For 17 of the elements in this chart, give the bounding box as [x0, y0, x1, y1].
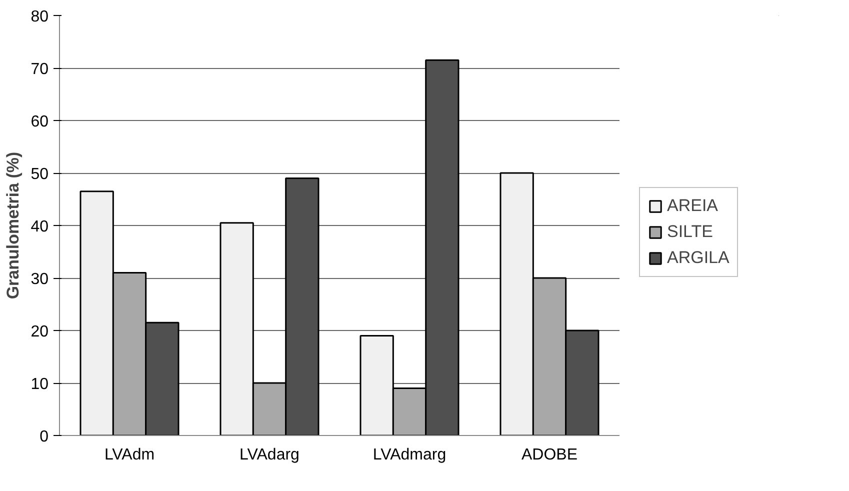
x-tick-label: LVAdm [104, 446, 155, 464]
y-axis-title: Granulometria (%) [4, 152, 23, 300]
y-tick-label: 40 [30, 218, 49, 236]
y-tick-label: 10 [30, 376, 49, 393]
legend-label: SILTE [667, 222, 713, 242]
x-tick-label: ADOBE [521, 446, 578, 464]
y-tick-label: 20 [30, 324, 49, 340]
legend-label: ARGILA [667, 248, 730, 268]
x-tick-label: LVAdmarg [372, 446, 446, 464]
y-tick-label: 70 [30, 61, 49, 78]
y-tick-label: 80 [30, 8, 49, 26]
y-tick-label: 0 [40, 428, 49, 446]
y-tick-label: 30 [30, 271, 49, 288]
legend-label: AREIA [667, 196, 718, 216]
y-tick-label: 50 [30, 166, 49, 183]
y-tick-label: 60 [30, 114, 49, 130]
x-tick-label: LVAdarg [240, 446, 300, 464]
